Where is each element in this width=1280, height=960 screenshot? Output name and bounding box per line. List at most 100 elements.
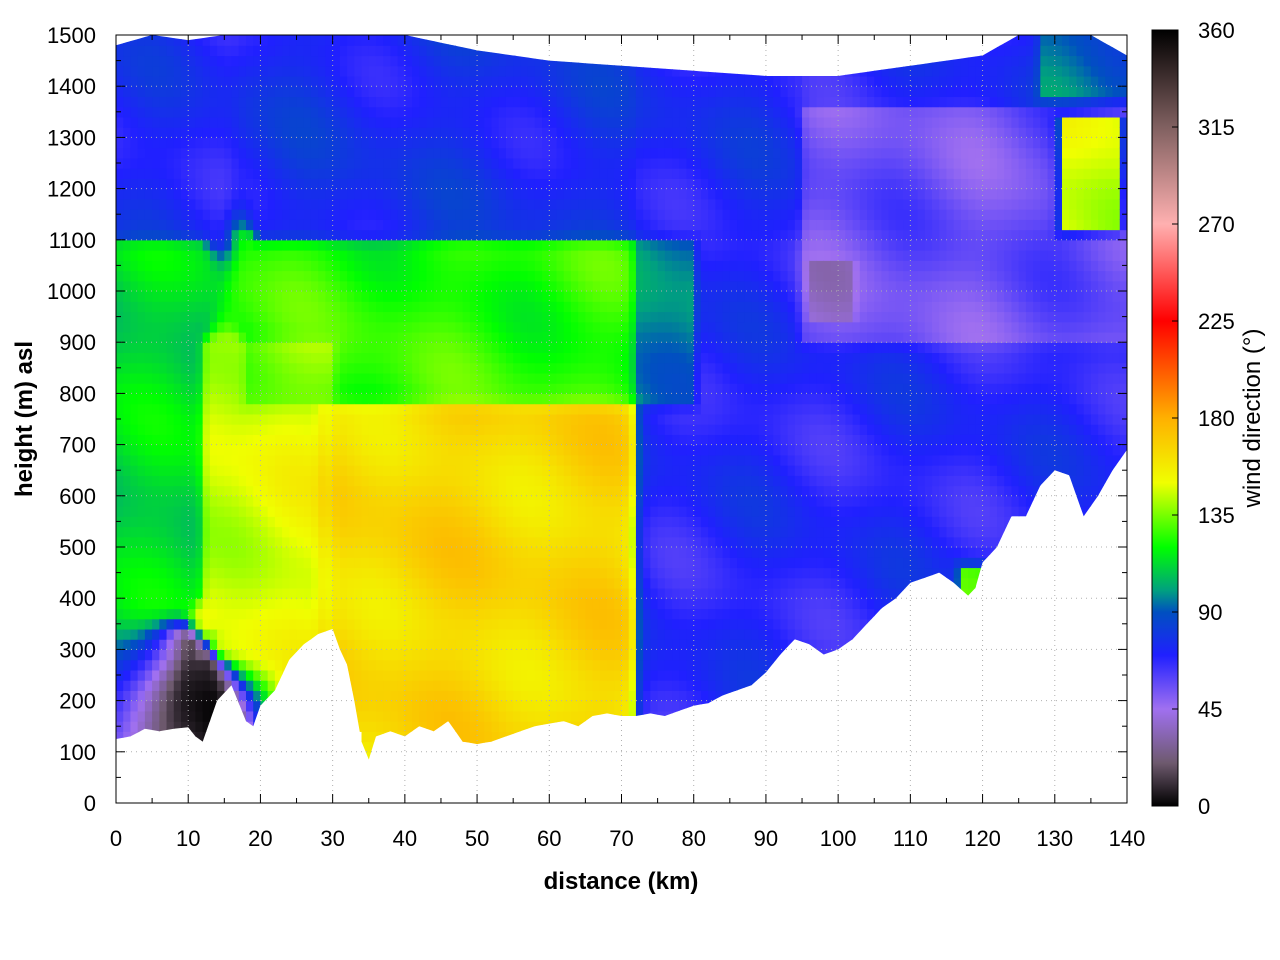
heatmap-cell <box>534 516 543 528</box>
heatmap-cell <box>527 690 536 702</box>
heatmap-cell <box>245 465 254 476</box>
heatmap-cell <box>166 567 175 579</box>
heatmap-cell <box>635 506 644 517</box>
heatmap-cell <box>534 700 543 712</box>
heatmap-cell <box>505 721 514 732</box>
heatmap-cell <box>462 444 471 456</box>
heatmap-cell <box>498 178 507 190</box>
heatmap-cell <box>260 475 269 487</box>
heatmap-cell <box>607 157 615 169</box>
heatmap-cell <box>549 393 558 405</box>
heatmap-cell <box>368 219 377 231</box>
heatmap-cell <box>238 178 247 190</box>
heatmap-cell <box>491 75 500 87</box>
heatmap-cell <box>325 239 334 251</box>
heatmap-cell <box>383 372 392 384</box>
heatmap-cell <box>520 608 529 620</box>
heatmap-cell <box>498 721 507 732</box>
heatmap-cell <box>426 413 435 425</box>
heatmap-cell <box>404 209 413 220</box>
heatmap-cell <box>260 567 269 579</box>
heatmap-cell <box>245 106 254 118</box>
heatmap-cell <box>448 506 457 517</box>
heatmap-cell <box>123 178 132 190</box>
heatmap-cell <box>180 608 189 620</box>
heatmap-cell <box>628 628 637 640</box>
heatmap-cell <box>628 649 637 661</box>
heatmap-cell <box>635 639 644 650</box>
heatmap-cell <box>469 710 478 722</box>
heatmap-cell <box>542 516 550 528</box>
heatmap-cell <box>419 311 428 323</box>
heatmap-cell <box>188 526 197 538</box>
heatmap-cell <box>368 547 377 558</box>
heatmap-cell <box>325 229 334 241</box>
heatmap-cell <box>383 250 392 261</box>
heatmap-cell <box>123 475 132 487</box>
heatmap-cell <box>433 75 442 87</box>
heatmap-cell <box>635 209 644 220</box>
heatmap-cell <box>412 516 420 528</box>
heatmap-cell <box>498 372 507 384</box>
heatmap-cell <box>477 209 485 220</box>
heatmap-cell <box>303 526 312 538</box>
heatmap-cell <box>166 86 175 98</box>
heatmap-cell <box>195 403 204 415</box>
heatmap-cell <box>455 547 464 558</box>
heatmap-cell <box>238 75 247 87</box>
heatmap-cell <box>180 383 189 394</box>
heatmap-cell <box>628 270 637 282</box>
heatmap-cell <box>426 690 435 702</box>
heatmap-cell <box>621 567 630 579</box>
heatmap-cell <box>144 557 153 569</box>
heatmap-cell <box>520 209 529 220</box>
heatmap-cell <box>347 291 355 302</box>
heatmap-cell <box>563 393 572 405</box>
heatmap-cell <box>477 710 485 722</box>
heatmap-cell <box>563 454 572 466</box>
heatmap-cell <box>339 587 348 599</box>
heatmap-cell <box>224 587 233 599</box>
heatmap-cell <box>375 444 384 456</box>
heatmap-cell <box>477 536 485 548</box>
heatmap-cell <box>607 506 615 517</box>
heatmap-cell <box>260 280 269 292</box>
heatmap-cell <box>347 628 355 640</box>
heatmap-cell <box>412 526 420 538</box>
heatmap-cell <box>498 454 507 466</box>
heatmap-cell <box>419 413 428 425</box>
heatmap-cell <box>412 198 420 210</box>
heatmap-cell <box>173 669 182 681</box>
heatmap-cell <box>361 147 370 159</box>
heatmap-cell <box>289 413 298 425</box>
heatmap-cell <box>354 516 363 528</box>
heatmap-cell <box>202 383 211 394</box>
heatmap-cell <box>426 700 435 712</box>
heatmap-cell <box>484 372 493 384</box>
heatmap-cell <box>390 465 399 476</box>
heatmap-cell <box>325 424 334 435</box>
heatmap-cell <box>339 567 348 579</box>
heatmap-cell <box>318 147 327 159</box>
heatmap-cell <box>390 352 399 364</box>
heatmap-cell <box>231 506 240 517</box>
heatmap-cell <box>325 618 334 630</box>
heatmap-cell <box>462 147 471 159</box>
heatmap-cell <box>260 434 269 446</box>
heatmap-cell <box>289 188 298 200</box>
heatmap-cell <box>332 475 341 487</box>
heatmap-cell <box>245 424 254 435</box>
heatmap-cell <box>549 260 558 272</box>
heatmap-cell <box>347 383 355 394</box>
heatmap-cell <box>635 291 644 302</box>
heatmap-cell <box>433 465 442 476</box>
heatmap-cell <box>621 393 630 405</box>
heatmap-cell <box>607 587 615 599</box>
heatmap-cell <box>383 96 392 108</box>
heatmap-cell <box>585 311 594 323</box>
heatmap-cell <box>419 116 428 128</box>
heatmap-cell <box>484 383 493 394</box>
heatmap-cell <box>339 96 348 108</box>
heatmap-cell <box>585 659 594 671</box>
heatmap-cell <box>361 608 370 620</box>
